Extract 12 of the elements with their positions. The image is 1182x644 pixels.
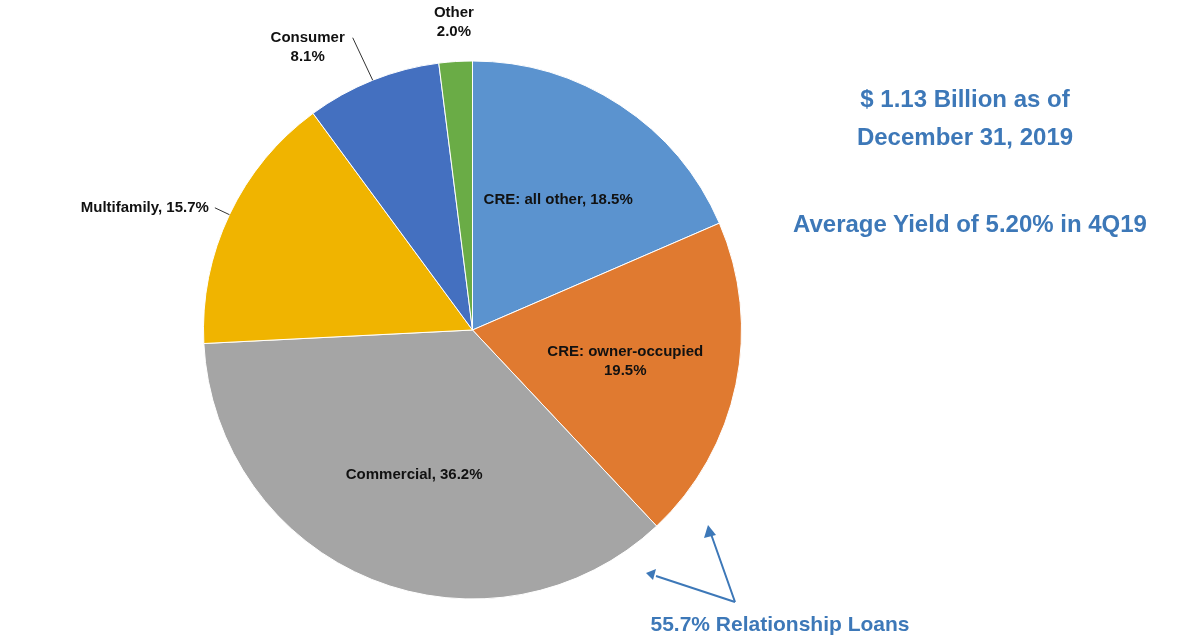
slice-label: Multifamily, 15.7% <box>80 197 209 215</box>
slice-label: CRE: all other, 18.5% <box>483 189 633 207</box>
data-label: 8.1% <box>290 46 325 64</box>
slice-label: Commercial, 36.2% <box>345 464 483 482</box>
slice-label: Other <box>433 3 475 21</box>
data-label: 2.0% <box>436 22 472 40</box>
text: Average Yield of 5.20% in 4Q19 <box>792 210 1148 238</box>
slice-label: CRE: owner-occupied <box>547 342 704 360</box>
slice-label: Consumer <box>270 27 345 45</box>
data-label: 19.5% <box>604 361 647 379</box>
text: 55.7% Relationship Loans <box>649 612 911 636</box>
text: $ 1.13 Billion as of December 31, 2019 <box>855 84 1075 153</box>
